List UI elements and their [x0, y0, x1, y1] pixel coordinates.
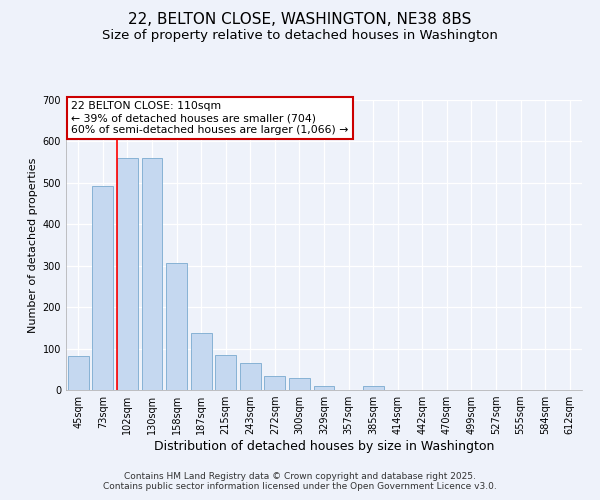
Bar	[314, 386, 334, 390]
Bar	[68, 356, 89, 390]
X-axis label: Distribution of detached houses by size in Washington: Distribution of detached houses by size …	[154, 440, 494, 453]
Text: Contains HM Land Registry data © Crown copyright and database right 2025.
Contai: Contains HM Land Registry data © Crown c…	[103, 472, 497, 491]
Bar	[117, 158, 138, 390]
Bar	[166, 263, 187, 390]
Bar	[240, 363, 261, 390]
Bar	[191, 333, 212, 390]
Y-axis label: Number of detached properties: Number of detached properties	[28, 158, 38, 332]
Bar	[289, 378, 310, 390]
Bar	[142, 158, 163, 390]
Bar	[265, 376, 286, 390]
Bar	[362, 386, 383, 390]
Bar	[92, 186, 113, 390]
Text: 22, BELTON CLOSE, WASHINGTON, NE38 8BS: 22, BELTON CLOSE, WASHINGTON, NE38 8BS	[128, 12, 472, 28]
Text: Size of property relative to detached houses in Washington: Size of property relative to detached ho…	[102, 28, 498, 42]
Text: 22 BELTON CLOSE: 110sqm
← 39% of detached houses are smaller (704)
60% of semi-d: 22 BELTON CLOSE: 110sqm ← 39% of detache…	[71, 102, 349, 134]
Bar	[215, 355, 236, 390]
